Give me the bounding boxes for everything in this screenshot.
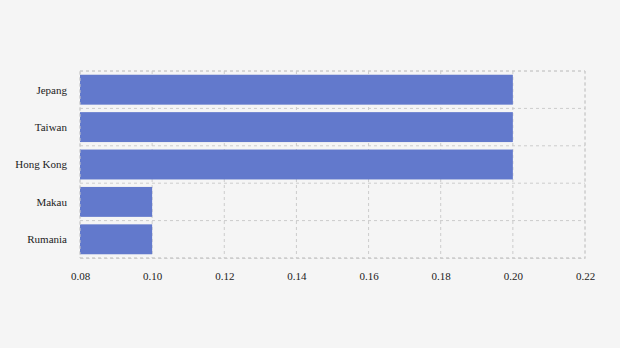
background bbox=[0, 0, 620, 348]
chart: Jepang Taiwan Hong Kong Makau Rumania 0.08 0.1… bbox=[0, 0, 620, 348]
grid-line bbox=[585, 71, 586, 258]
category-label: Taiwan bbox=[35, 121, 68, 133]
tick: 0.16 bbox=[359, 258, 379, 282]
tick-label: 0.08 bbox=[71, 270, 91, 282]
category-label: Jepang bbox=[36, 84, 67, 96]
tick-label: 0.22 bbox=[576, 270, 595, 282]
tick-label: 0.10 bbox=[143, 270, 163, 282]
bars bbox=[80, 75, 513, 255]
bar bbox=[80, 224, 152, 254]
plot-frame bbox=[80, 71, 585, 258]
bar bbox=[80, 75, 513, 105]
bar bbox=[80, 112, 513, 142]
tick: 0.22 bbox=[576, 258, 595, 282]
tick: 0.10 bbox=[143, 258, 163, 282]
category-grid-line bbox=[80, 220, 585, 221]
tick: 0.20 bbox=[504, 258, 524, 282]
category-grid-line bbox=[80, 145, 585, 146]
tick-label: 0.20 bbox=[504, 270, 524, 282]
category-grid-line bbox=[80, 108, 585, 109]
tick-label: 0.16 bbox=[359, 270, 379, 282]
plot: Jepang Taiwan Hong Kong Makau Rumania 0.08 0.1… bbox=[15, 71, 595, 282]
category-label: Rumania bbox=[27, 233, 67, 245]
x-axis: 0.08 0.10 0.12 0.14 0.16 0.18 0.20 0.22 bbox=[71, 258, 595, 282]
tick-label: 0.14 bbox=[287, 270, 307, 282]
bar bbox=[80, 150, 513, 180]
category-label: Makau bbox=[36, 196, 67, 208]
tick: 0.14 bbox=[287, 258, 307, 282]
tick: 0.08 bbox=[71, 258, 91, 282]
category-grid-line bbox=[80, 183, 585, 184]
bar bbox=[80, 187, 152, 217]
tick: 0.12 bbox=[215, 258, 234, 282]
tick-label: 0.18 bbox=[432, 270, 452, 282]
category-label: Hong Kong bbox=[15, 158, 67, 170]
tick: 0.18 bbox=[432, 258, 452, 282]
tick-label: 0.12 bbox=[215, 270, 234, 282]
